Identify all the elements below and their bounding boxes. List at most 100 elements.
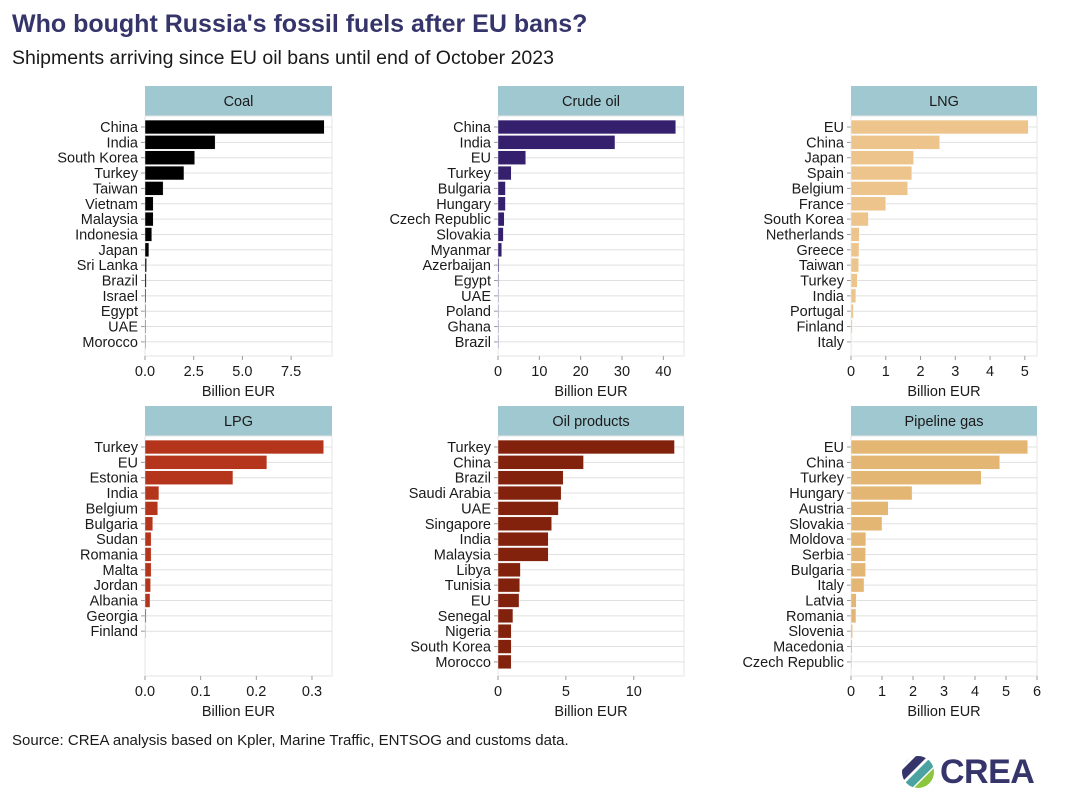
bar-pipeline-gas-eu [850,439,1028,455]
panel-strip [498,406,684,436]
bar-coal-japan [144,242,150,257]
bar-coal-india [144,135,216,150]
x-tick-label: 40 [655,364,671,380]
category-label: Singapore [425,517,491,533]
bar-lng-italy [850,334,852,350]
bar-oil-products-singapore [497,516,552,531]
category-label: Jordan [94,578,138,594]
x-tick-label: 20 [573,364,589,380]
category-label: Greece [796,243,844,259]
category-label: Saudi Arabia [409,486,492,502]
category-label: Bulgaria [438,181,492,197]
category-label: Vietnam [85,197,138,213]
panel-title: LNG [929,94,959,110]
source-note: Source: CREA analysis based on Kpler, Ma… [12,732,569,749]
chart-title: Who bought Russia's fossil fuels after E… [12,10,588,38]
category-label: Finland [796,320,844,336]
panel-title: Pipeline gas [905,414,984,430]
bar-coal-taiwan [144,181,164,196]
bar-pipeline-gas-romania [850,608,857,623]
category-label: Azerbaijan [422,258,491,274]
category-label: EU [471,594,491,610]
category-label: Belgium [792,181,844,197]
bar-crude-oil-myanmar [497,242,502,257]
bar-lpg-albania [144,593,151,608]
category-label: South Korea [763,212,845,228]
x-tick-label: 1 [882,364,890,380]
category-label: Sri Lanka [77,258,139,274]
x-axis-label: Billion EUR [554,704,627,720]
bar-coal-turkey [144,165,185,181]
x-axis-label: Billion EUR [554,384,627,400]
category-label: Hungary [436,197,492,213]
bar-pipeline-gas-turkey [850,470,982,485]
bar-crude-oil-slovakia [497,227,504,242]
panel-strip [145,86,332,116]
category-label: Senegal [438,609,491,625]
bar-lng-spain [850,165,913,181]
category-label: Turkey [447,166,492,182]
bar-oil-products-eu [497,593,520,608]
bar-crude-oil-azerbaijan [497,258,500,273]
x-tick-label: 0.0 [135,684,155,700]
bar-lpg-india [144,485,160,501]
bar-lng-belgium [850,181,908,196]
category-label: China [100,120,139,136]
category-label: Taiwan [93,181,138,197]
category-label: Egypt [101,304,138,320]
plot-area [497,115,685,357]
bar-coal-malaysia [144,211,154,227]
panel-strip [498,86,684,116]
bar-crude-oil-turkey [497,165,512,181]
category-label: Czech Republic [389,212,491,228]
bar-lng-japan [850,150,914,165]
category-label: Spain [807,166,844,182]
panel-pipeline-gas: Pipeline gasEUChinaTurkeyHungaryAustriaS… [742,406,1041,720]
bar-pipeline-gas-austria [850,501,889,516]
x-tick-label: 0 [494,684,502,700]
category-label: Indonesia [75,227,139,243]
x-tick-label: 4 [971,684,979,700]
bar-lpg-estonia [144,470,234,485]
bar-pipeline-gas-macedonia [850,639,853,654]
category-label: Georgia [86,609,139,625]
category-label: France [799,197,844,213]
bar-coal-south-korea [144,150,195,165]
category-label: Slovakia [789,517,845,533]
bar-lng-india [850,288,857,303]
bar-oil-products-saudi-arabia [497,485,562,501]
category-label: Romania [786,609,845,625]
category-label: Brazil [455,471,491,487]
bar-coal-egypt [144,304,146,319]
category-label: Taiwan [799,258,844,274]
bar-coal-china [144,119,325,135]
category-label: Italy [817,578,844,594]
category-label: Turkey [94,166,139,182]
x-tick-label: 4 [986,364,994,380]
bar-oil-products-senegal [497,608,514,623]
bar-lng-greece [850,242,860,257]
category-label: Sudan [96,532,138,548]
bar-lpg-turkey [144,439,324,455]
category-label: Japan [98,243,138,259]
category-label: Libya [456,563,492,579]
category-label: Myanmar [431,243,492,259]
category-label: Turkey [800,274,845,290]
x-tick-label: 0 [847,684,855,700]
bar-lng-france [850,196,886,211]
category-label: Poland [446,304,491,320]
category-label: Serbia [802,547,845,563]
x-tick-label: 0.3 [302,684,322,700]
category-label: India [460,532,492,548]
bar-pipeline-gas-bulgaria [850,562,866,577]
category-label: Tunisia [445,578,492,594]
bar-pipeline-gas-latvia [850,593,857,608]
bar-pipeline-gas-czech-republic [850,654,853,670]
category-label: Bulgaria [791,563,845,579]
bar-oil-products-china [497,455,584,470]
category-label: Italy [817,335,844,351]
panel-title: Oil products [552,414,629,430]
x-tick-label: 10 [531,364,547,380]
bar-crude-oil-eu [497,150,526,165]
